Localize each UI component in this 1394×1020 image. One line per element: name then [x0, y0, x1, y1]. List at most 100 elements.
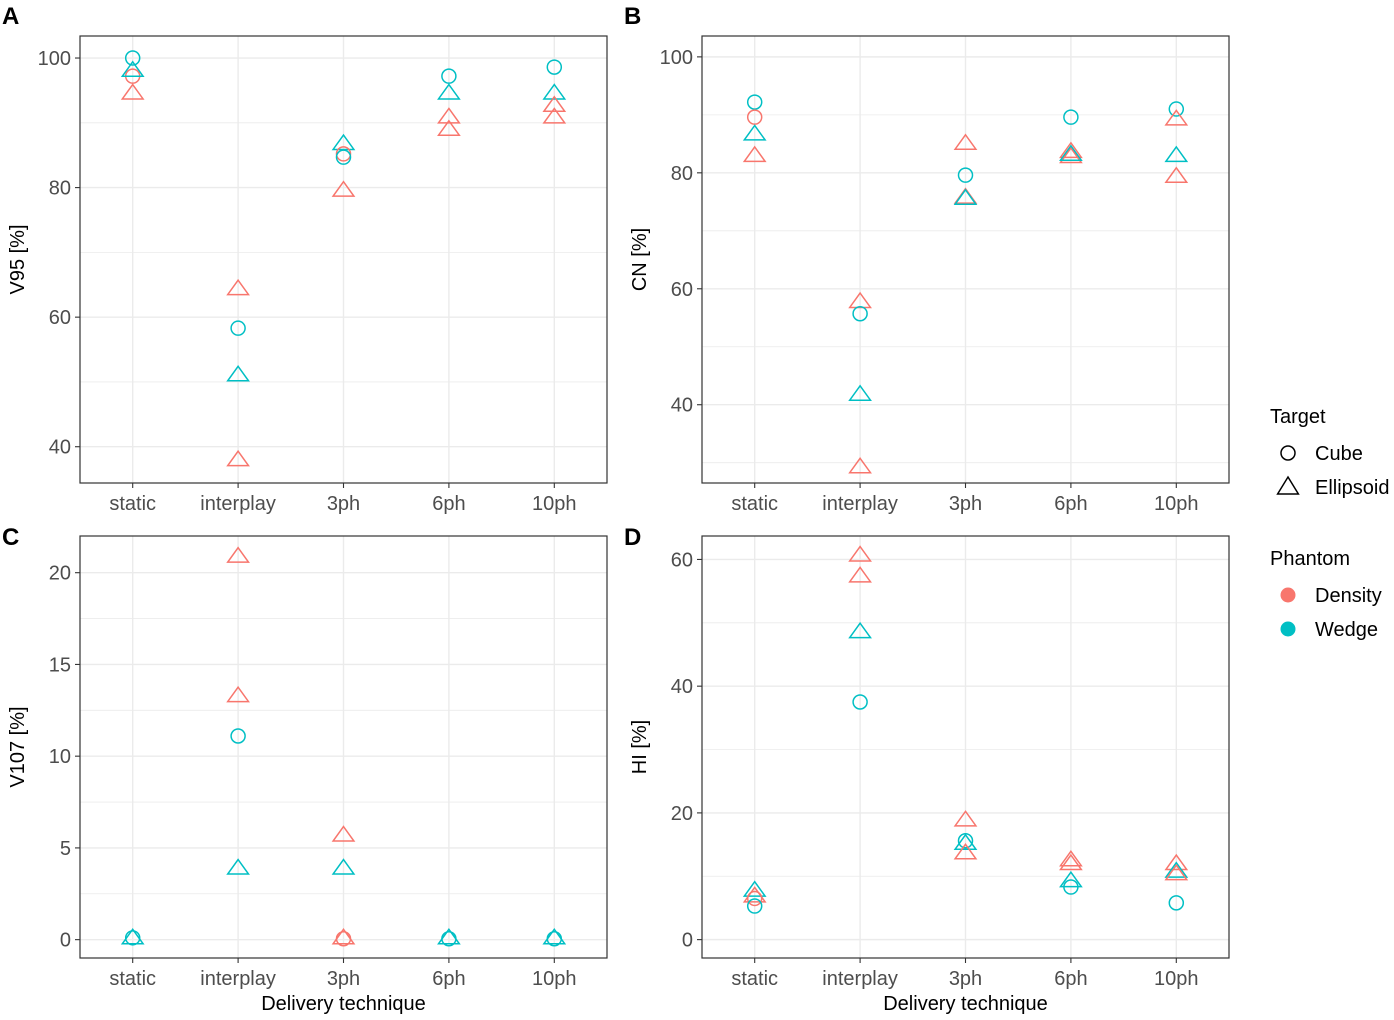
- x-tick-label-interplay: interplay: [200, 968, 276, 990]
- x-tick-label-10ph: 10ph: [532, 493, 577, 515]
- x-tick-label-3ph: 3ph: [949, 493, 982, 515]
- data-point-ellipsoid-wedge: [542, 83, 567, 100]
- y-tick-label: 15: [49, 654, 71, 676]
- data-point-ellipsoid-density: [848, 566, 872, 583]
- data-point-ellipsoid-density: [226, 546, 250, 563]
- data-point-ellipsoid-density: [1059, 850, 1083, 867]
- data-point-ellipsoid-density: [1164, 109, 1189, 126]
- data-point-ellipsoid-density: [848, 456, 872, 474]
- data-point-ellipsoid-wedge: [848, 384, 872, 401]
- x-tick-label-interplay: interplay: [200, 493, 276, 515]
- panel-d: 0 20 40 60 static interplay 3ph 6ph 10ph HI [%] De…: [624, 524, 1230, 1015]
- data-point-ellipsoid-wedge: [1164, 145, 1189, 163]
- data-point-ellipsoid-density: [1059, 141, 1083, 159]
- data-point-ellipsoid-density: [1164, 166, 1189, 184]
- data-point-ellipsoid-wedge: [542, 928, 567, 945]
- legend-density-label: Density: [1315, 585, 1382, 607]
- panel-letter: A: [2, 3, 19, 30]
- y-axis-title: HI [%]: [629, 720, 651, 774]
- y-tick-label: 40: [49, 437, 71, 459]
- data-point-ellipsoid-density: [542, 95, 567, 113]
- x-tick-label-static: static: [109, 968, 156, 990]
- data-point-cube-wedge: [852, 694, 868, 710]
- data-point-ellipsoid-density: [226, 685, 250, 703]
- data-point-ellipsoid-wedge: [742, 880, 767, 897]
- y-tick-label: 60: [49, 307, 71, 329]
- y-tick-label: 100: [660, 47, 693, 69]
- y-tick-label: 60: [671, 549, 693, 571]
- data-point-ellipsoid-density: [226, 278, 250, 296]
- x-tick-label-10ph: 10ph: [532, 968, 577, 990]
- legend-wedge-key-icon: [1280, 621, 1296, 637]
- y-tick-label: 40: [671, 676, 693, 698]
- y-tick-label: 5: [60, 838, 71, 860]
- panel-c: 0 5 10 15 20 static interplay 3ph 6ph 10ph V107 [%…: [2, 524, 608, 1015]
- data-point-ellipsoid-wedge: [226, 858, 250, 875]
- y-tick-label: 80: [49, 178, 71, 200]
- data-point-ellipsoid-wedge: [848, 621, 872, 639]
- data-point-ellipsoid-wedge: [120, 60, 145, 78]
- data-point-ellipsoid-wedge: [953, 188, 978, 206]
- y-tick-label: 100: [38, 48, 71, 70]
- data-point-ellipsoid-density: [953, 843, 978, 860]
- x-tick-label-interplay: interplay: [822, 493, 898, 515]
- legend-ellipsoid-key-icon: [1276, 475, 1300, 495]
- legend-target-title: Target: [1270, 406, 1326, 428]
- data-point-ellipsoid-density: [226, 449, 250, 467]
- data-point-cube-wedge: [230, 320, 246, 336]
- x-tick-label-10ph: 10ph: [1154, 493, 1199, 515]
- legend-cube-key-icon: [1280, 445, 1296, 461]
- data-point-ellipsoid-density: [437, 119, 461, 136]
- x-tick-label-10ph: 10ph: [1154, 968, 1199, 990]
- data-point-ellipsoid-wedge: [1164, 861, 1189, 878]
- x-tick-label-static: static: [731, 968, 778, 990]
- panel-a: 40 60 80 100 static interplay 3ph 6ph 10ph V95 [%…: [2, 3, 608, 515]
- data-point-cube-density: [335, 930, 352, 947]
- panel-letter: C: [2, 524, 19, 551]
- panel-letter: B: [624, 3, 641, 30]
- x-tick-label-static: static: [109, 493, 156, 515]
- data-point-ellipsoid-wedge: [1059, 144, 1083, 161]
- data-point-ellipsoid-density: [848, 545, 872, 562]
- data-point-ellipsoid-density: [542, 107, 567, 124]
- data-point-ellipsoid-wedge: [437, 83, 461, 100]
- y-axis-title: CN [%]: [629, 228, 651, 291]
- data-point-ellipsoid-wedge: [1059, 870, 1083, 888]
- panel-letter: D: [624, 524, 641, 551]
- y-tick-label: 20: [49, 563, 71, 585]
- data-point-ellipsoid-density: [1164, 863, 1189, 881]
- data-point-cube-wedge: [124, 50, 141, 66]
- data-point-cube-wedge: [546, 59, 563, 75]
- x-tick-label-3ph: 3ph: [327, 968, 360, 990]
- y-axis-title: V107 [%]: [7, 706, 29, 787]
- legend-phantom-title: Phantom: [1270, 548, 1350, 570]
- data-point-ellipsoid-density: [953, 810, 978, 827]
- y-tick-label: 40: [671, 395, 693, 417]
- data-point-cube-wedge: [1063, 109, 1079, 125]
- data-point-ellipsoid-density: [1059, 146, 1083, 164]
- y-tick-label: 10: [49, 746, 71, 768]
- x-tick-label-interplay: interplay: [822, 968, 898, 990]
- data-point-ellipsoid-density: [331, 180, 356, 197]
- y-tick-label: 20: [671, 803, 693, 825]
- data-point-cube-wedge: [546, 930, 563, 947]
- legend-ellipsoid-label: Ellipsoid: [1315, 477, 1389, 499]
- legend: Target Cube Ellipsoid Phantom Density We…: [1270, 406, 1389, 641]
- x-tick-label-3ph: 3ph: [949, 968, 982, 990]
- data-point-cube-density: [746, 890, 763, 907]
- data-point-cube-wedge: [852, 305, 868, 322]
- x-axis-title: Delivery technique: [883, 993, 1048, 1015]
- panel-b: 40 60 80 100 static interplay 3ph 6ph 10ph CN [%]…: [624, 3, 1230, 515]
- data-point-ellipsoid-wedge: [437, 928, 461, 945]
- data-point-ellipsoid-density: [120, 83, 145, 100]
- data-point-ellipsoid-wedge: [331, 858, 356, 875]
- legend-density-key-icon: [1280, 587, 1296, 603]
- data-point-ellipsoid-wedge: [120, 928, 145, 945]
- data-point-ellipsoid-density: [742, 145, 767, 163]
- y-tick-label: 60: [671, 279, 693, 301]
- data-point-ellipsoid-wedge: [226, 365, 250, 382]
- data-point-ellipsoid-density: [848, 291, 872, 309]
- legend-wedge-label: Wedge: [1315, 619, 1378, 641]
- y-tick-label: 0: [682, 930, 693, 952]
- data-point-cube-wedge: [1168, 101, 1185, 117]
